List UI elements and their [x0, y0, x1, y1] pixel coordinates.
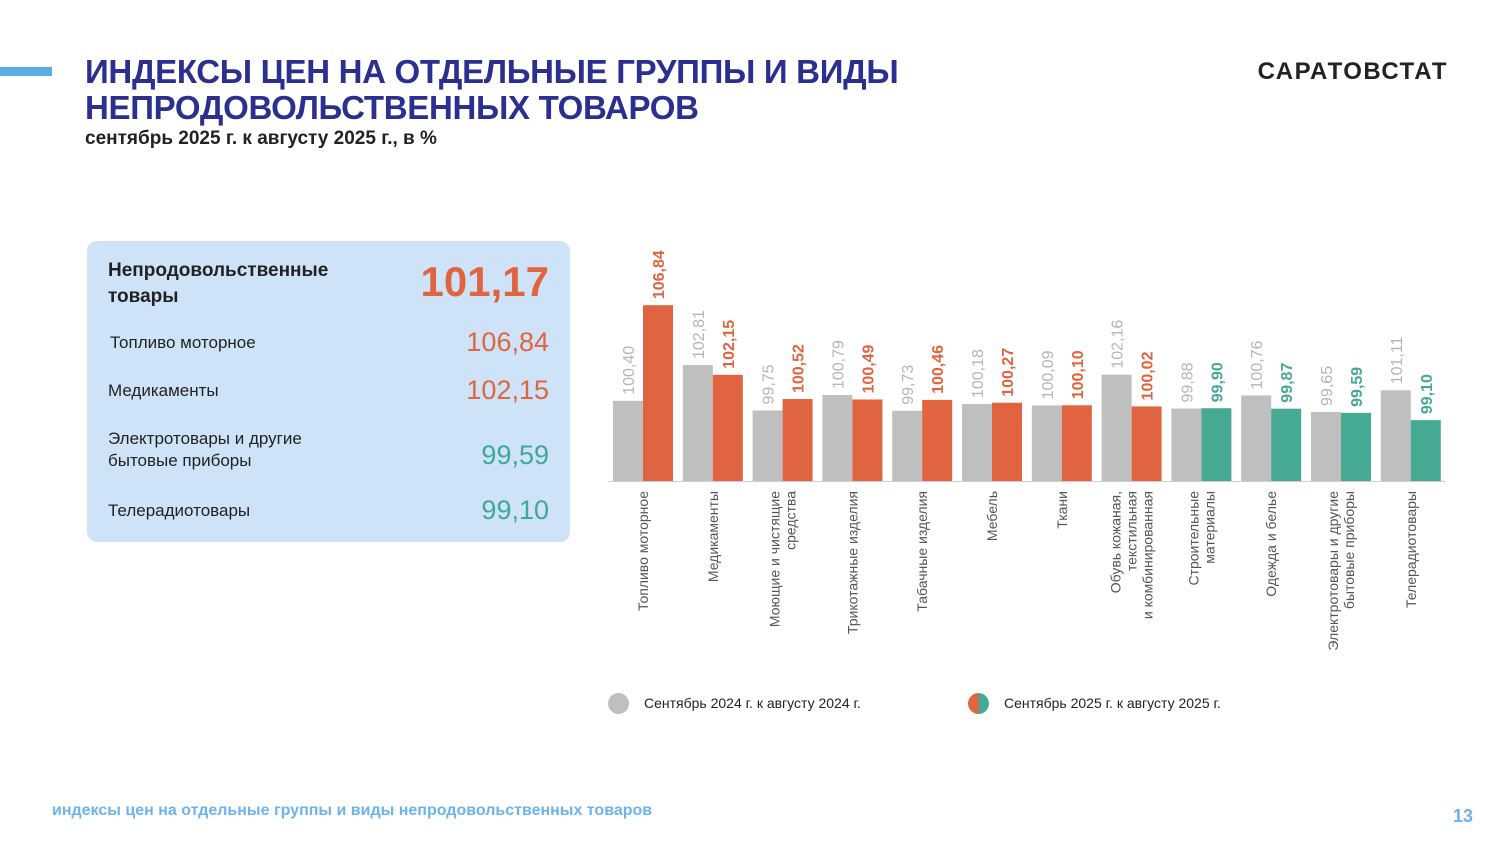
summary-total-label: Непродовольственные товары	[108, 258, 328, 310]
summary-row: Медикаменты 102,15	[108, 375, 549, 409]
legend-dot-split	[968, 693, 989, 714]
bar-2024	[1101, 374, 1132, 481]
summary-row-value: 102,15	[466, 375, 549, 405]
summary-row-value: 99,59	[481, 440, 549, 470]
bar-2024	[822, 395, 853, 481]
data-label: 106,84	[651, 250, 668, 299]
bar-2024	[1031, 405, 1062, 481]
data-label: 99,75	[761, 364, 778, 404]
bar-2025	[852, 399, 883, 481]
bar-2025	[992, 402, 1022, 481]
summary-total-label-line1: Непродовольственные	[108, 260, 329, 281]
page-subtitle: сентябрь 2025 г. к августу 2025 г., в %	[85, 128, 437, 149]
bar-2024	[613, 400, 643, 481]
category-label: Трикотажные изделия	[844, 491, 860, 634]
data-label: 100,02	[1140, 351, 1157, 400]
data-label: 99,73	[900, 365, 917, 405]
data-label: 101,11	[1389, 336, 1406, 384]
title-line-2: НЕПРОДОВОЛЬСТВЕННЫХ ТОВАРОВ	[85, 89, 699, 126]
data-label: 100,49	[860, 344, 877, 393]
category-label: текстильная	[1124, 491, 1140, 571]
data-label: 99,59	[1349, 367, 1366, 407]
category-label: Топливо моторное	[635, 491, 651, 611]
category-label: бытовые приборы	[1341, 491, 1357, 609]
summary-row-label: Телерадиотовары	[108, 501, 251, 520]
footer-caption: индексы цен на отдельные группы и виды н…	[52, 802, 653, 819]
summary-total-value: 101,17	[420, 258, 549, 305]
bar-2024	[682, 365, 713, 481]
bar-2025	[1271, 408, 1302, 481]
bar-2024	[1380, 390, 1411, 481]
page-number: 13	[1452, 806, 1473, 826]
data-label: 99,65	[1319, 366, 1336, 406]
data-label: 100,40	[621, 346, 638, 395]
summary-row-label: Медикаменты	[108, 381, 219, 400]
data-label: 100,10	[1070, 350, 1087, 399]
bar-2024	[752, 410, 783, 481]
bar-2025	[712, 374, 743, 481]
data-label: 102,15	[721, 320, 738, 369]
bar-2025	[1201, 408, 1232, 481]
bar-2025	[1131, 406, 1162, 481]
bar-2024	[1171, 408, 1202, 481]
legend-label: Сентябрь 2024 г. к августу 2024 г.	[644, 695, 861, 711]
category-label: Одежда и белье	[1263, 491, 1279, 597]
category-label: Медикаменты	[705, 491, 721, 582]
summary-row-value: 106,84	[466, 327, 549, 357]
bar-2025	[922, 399, 953, 481]
bar-2025	[643, 305, 673, 481]
summary-row-label: Топливо моторное	[110, 333, 256, 352]
summary-row-label-line2: бытовые приборы	[108, 451, 252, 470]
data-label: 100,79	[830, 340, 847, 389]
category-label: Табачные изделия	[914, 491, 930, 612]
summary-total-row: Непродовольственные товары 101,17	[108, 258, 549, 318]
legend-dot-gray	[608, 693, 629, 714]
summary-total-label-line2: товары	[108, 286, 179, 307]
summary-row-label-line1: Электротовары и другие	[108, 429, 302, 448]
bar-2024	[1241, 395, 1272, 481]
data-label: 102,81	[691, 310, 708, 359]
bar-2024	[962, 404, 992, 481]
data-label: 100,27	[1000, 348, 1017, 397]
page-title: ИНДЕКСЫ ЦЕН НА ОТДЕЛЬНЫЕ ГРУППЫ И ВИДЫ Н…	[85, 54, 1085, 126]
bar-2025	[1410, 420, 1441, 481]
brand-logo: САРАТОВСТАТ	[1257, 58, 1448, 85]
summary-row: Телерадиотовары 99,10	[108, 495, 549, 529]
category-label: Мебель	[984, 491, 1000, 541]
category-label: Электротовары и другие	[1325, 491, 1341, 651]
category-label: Телерадиотовары	[1403, 491, 1419, 608]
accent-bar	[0, 67, 52, 76]
category-label: материалы	[1201, 491, 1217, 564]
bar-2024	[892, 410, 923, 481]
data-label: 100,52	[791, 344, 808, 393]
summary-row: Электротовары и другие бытовые приборы 9…	[108, 428, 549, 478]
legend-label: Сентябрь 2025 г. к августу 2025 г.	[1004, 695, 1221, 711]
data-label: 99,10	[1419, 374, 1436, 414]
data-label: 100,76	[1249, 340, 1266, 389]
category-label: Ткани	[1054, 491, 1070, 529]
data-label: 99,88	[1179, 362, 1196, 402]
data-label: 100,46	[930, 345, 947, 394]
category-label: Строительные	[1185, 491, 1201, 586]
data-label: 100,18	[970, 349, 987, 398]
bar-2025	[1061, 405, 1092, 481]
data-label: 100,09	[1040, 350, 1057, 399]
bar-2024	[1311, 411, 1341, 481]
category-label: Моющие и чистящие	[767, 491, 783, 627]
data-label: 99,87	[1279, 363, 1296, 403]
category-label: и комбинированная	[1140, 491, 1156, 619]
category-label: Обувь кожаная,	[1108, 491, 1124, 593]
summary-panel: Непродовольственные товары 101,17 Топлив…	[87, 241, 570, 542]
summary-row: Топливо моторное 106,84	[108, 327, 549, 361]
bar-2025	[782, 399, 813, 481]
summary-row-label: Электротовары и другие бытовые приборы	[108, 428, 302, 472]
bar-2025	[1341, 412, 1371, 481]
data-label: 102,16	[1110, 320, 1127, 369]
data-label: 99,90	[1209, 362, 1226, 402]
summary-row-value: 99,10	[481, 495, 549, 525]
category-label: средства	[783, 491, 799, 550]
title-line-1: ИНДЕКСЫ ЦЕН НА ОТДЕЛЬНЫЕ ГРУППЫ И ВИДЫ	[85, 53, 899, 90]
